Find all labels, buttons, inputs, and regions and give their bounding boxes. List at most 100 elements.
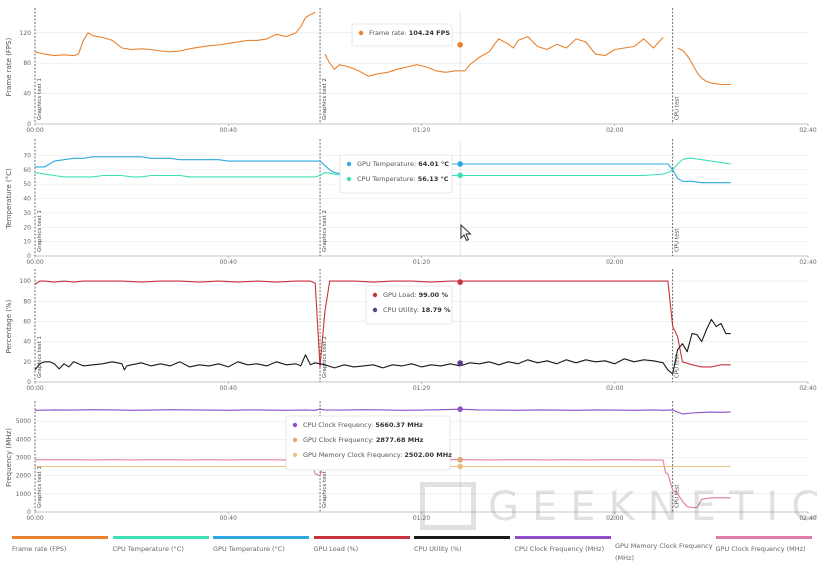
- tooltip-dot: [372, 307, 378, 313]
- series-line-0: [34, 280, 731, 368]
- hover-point: [457, 172, 463, 179]
- series-line-0: [35, 156, 731, 184]
- y-axis-label: Temperature (°C): [5, 168, 13, 230]
- legend-item[interactable]: CPU Clock Frequency (MHz): [514, 536, 616, 564]
- y-tick-label: 70: [23, 152, 31, 159]
- tooltip-label: Frame rate: 104.24 FPS: [369, 29, 450, 37]
- hover-point: [457, 360, 463, 366]
- legend-label: CPU Temperature (°C): [112, 545, 184, 553]
- tooltip-value: 2502.00 MHz: [404, 451, 452, 459]
- legend-item[interactable]: Frame rate (FPS): [12, 536, 113, 564]
- test-marker-label: CPU test: [675, 228, 681, 252]
- tooltip-value: 56.13 °C: [418, 175, 449, 183]
- legend-item[interactable]: GPU Memory Clock Frequency (MHz): [615, 536, 716, 564]
- watermark-text: GEEKNETIC: [488, 484, 829, 530]
- x-tick-label: 00:00: [26, 259, 43, 266]
- tooltip-label: CPU Utility: 18.79 %: [383, 306, 451, 314]
- hover-point: [457, 406, 463, 412]
- y-tick-label: 0: [27, 253, 31, 260]
- x-tick-label: 02:40: [799, 385, 816, 392]
- legend-label: GPU Temperature (°C): [213, 545, 285, 553]
- watermark-box-icon: [420, 482, 476, 530]
- hover-point: [457, 279, 463, 285]
- hover-point: [457, 41, 463, 48]
- tooltip-box: [351, 23, 453, 47]
- y-tick-label: 5000: [16, 418, 31, 425]
- hover-point: [457, 456, 463, 463]
- y-tick-label: 40: [23, 196, 31, 203]
- x-tick-label: 01:20: [413, 127, 430, 134]
- y-tick-label: 120: [20, 30, 32, 37]
- series-line-1: [34, 157, 731, 178]
- series-line-2: [677, 47, 731, 86]
- legend-swatch: [514, 536, 611, 539]
- test-marker-label: Graphics test 1: [37, 336, 43, 378]
- legend-swatch: [313, 536, 410, 539]
- charts-area: 0 40 80 120 00:00 00:40 01:20 02:00 02:40 Frame r…: [5, 8, 817, 522]
- legend-item[interactable]: CPU Utility (%): [414, 536, 515, 564]
- tooltip-box: [365, 285, 453, 325]
- x-tick-label: 00:40: [220, 385, 237, 392]
- x-tick-label: 02:00: [606, 127, 623, 134]
- legend-label: CPU Clock Frequency (MHz): [514, 545, 605, 553]
- legend-label: GPU Load (%): [313, 545, 359, 553]
- legend-label: GPU Memory Clock Frequency (MHz): [615, 542, 713, 562]
- series-line-0: [34, 408, 731, 415]
- tooltip-value: 18.79 %: [421, 306, 451, 314]
- legend-item[interactable]: GPU Temperature (°C): [213, 536, 314, 564]
- y-tick-label: 80: [23, 60, 31, 67]
- test-marker-label: CPU test: [675, 354, 681, 378]
- y-tick-label: 40: [23, 91, 31, 98]
- series-line-0: [34, 11, 316, 57]
- x-tick-label: 01:20: [413, 385, 430, 392]
- legend-item[interactable]: GPU Load (%): [313, 536, 415, 564]
- mouse-pointer-icon: [460, 223, 472, 247]
- tooltip-dot: [358, 30, 364, 36]
- tooltip-label: CPU Temperature: 56.13 °C: [357, 175, 449, 183]
- hover-point: [457, 161, 463, 167]
- y-tick-label: 1000: [16, 491, 31, 498]
- y-tick-label: 60: [23, 318, 31, 325]
- legend-item[interactable]: CPU Temperature (°C): [112, 536, 214, 564]
- test-marker-label: CPU test: [675, 484, 681, 508]
- chart-panel-2: 0 20 40 60 80 100 00:00 00:40 01:20 02:00 02:40 Per…: [5, 269, 817, 392]
- tooltip-label: CPU Clock Frequency: 5660.37 MHz: [303, 421, 423, 429]
- test-marker-label: Graphics test 1: [37, 78, 43, 120]
- test-marker-label: Graphics test 2: [322, 210, 328, 252]
- y-tick-label: 3000: [16, 455, 31, 462]
- series-line-1: [34, 318, 731, 375]
- series-line-1: [324, 36, 664, 77]
- y-tick-label: 4000: [16, 436, 31, 443]
- legend-label: CPU Utility (%): [414, 545, 462, 553]
- x-tick-label: 02:00: [606, 259, 623, 266]
- y-tick-label: 0: [27, 121, 31, 128]
- tooltip-dot: [292, 452, 298, 458]
- tooltip-value: 99.00 %: [419, 291, 449, 299]
- x-tick-label: 00:40: [220, 127, 237, 134]
- y-tick-label: 80: [23, 298, 31, 305]
- y-tick-label: 0: [27, 509, 31, 516]
- y-tick-label: 2000: [16, 473, 31, 480]
- legend: Frame rate (FPS) CPU Temperature (°C) GPU …: [12, 536, 816, 564]
- y-tick-label: 60: [23, 167, 31, 174]
- chart-panel-3: 0 1000 2000 3000 4000 5000 00:00 00:40 01:20 02:0…: [5, 401, 817, 522]
- x-tick-label: 00:40: [220, 259, 237, 266]
- test-marker-label: Graphics test 1: [37, 466, 43, 508]
- x-tick-label: 02:00: [606, 385, 623, 392]
- y-tick-label: 40: [23, 339, 31, 346]
- tooltip-value: 5660.37 MHz: [375, 421, 423, 429]
- tooltip-dot: [346, 161, 352, 167]
- legend-item[interactable]: GPU Clock Frequency (MHz): [715, 536, 817, 564]
- y-tick-label: 100: [20, 278, 32, 285]
- x-tick-label: 00:00: [26, 385, 43, 392]
- tooltip-box: [339, 154, 453, 194]
- test-marker-label: Graphics test 2: [322, 336, 328, 378]
- chart-panel-0: 0 40 80 120 00:00 00:40 01:20 02:00 02:40 Frame r…: [5, 8, 817, 134]
- tooltip-value: 64.01 °C: [418, 160, 449, 168]
- y-tick-label: 20: [23, 359, 31, 366]
- legend-swatch: [414, 536, 511, 539]
- x-tick-label: 02:00: [606, 515, 623, 522]
- y-axis-label: Frame rate (FPS): [5, 37, 13, 96]
- x-tick-label: 02:40: [799, 515, 816, 522]
- y-tick-label: 50: [23, 181, 31, 188]
